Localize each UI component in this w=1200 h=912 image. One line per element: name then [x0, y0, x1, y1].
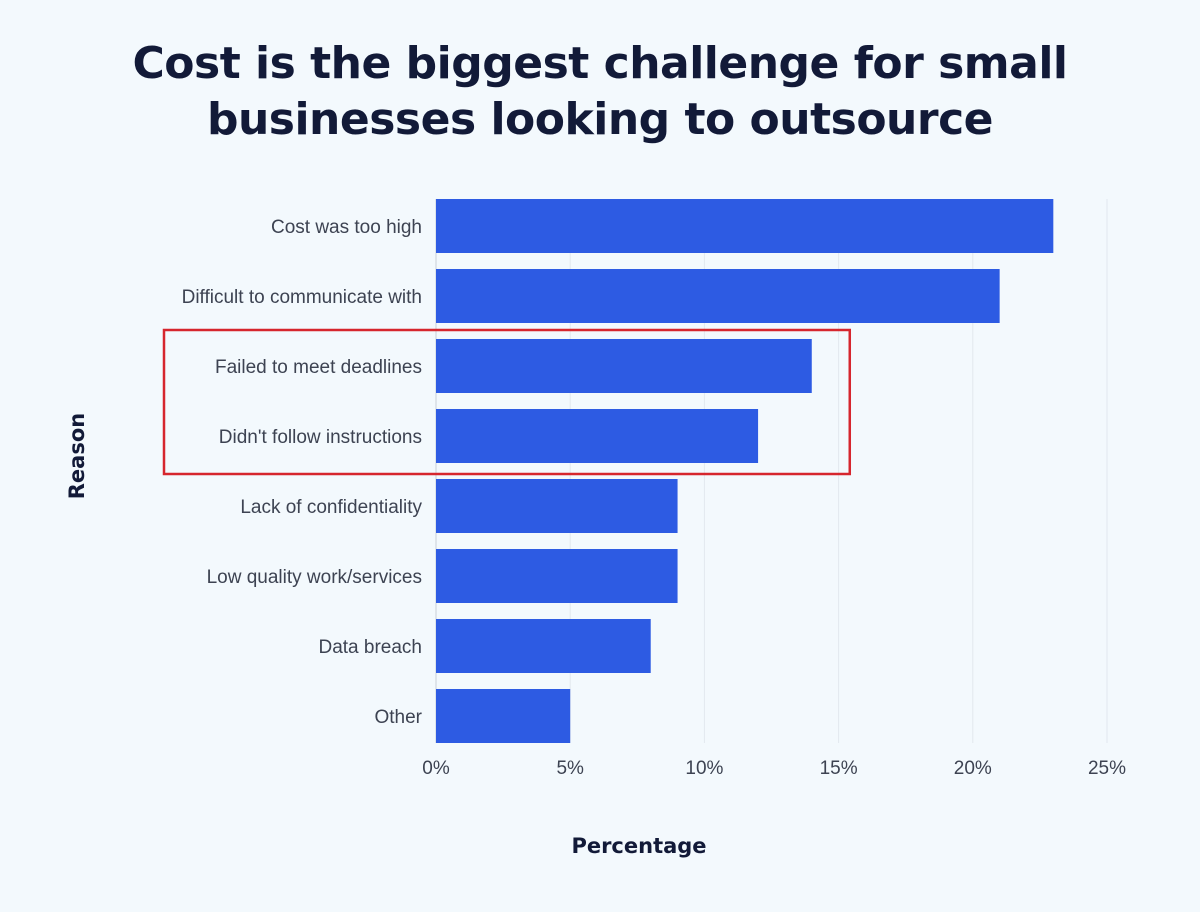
- bars: [436, 199, 1054, 743]
- category-label: Cost was too high: [271, 217, 422, 238]
- category-label: Other: [374, 707, 422, 728]
- bar: [436, 619, 651, 673]
- category-label: Data breach: [318, 637, 422, 658]
- highlight-box: [162, 328, 852, 476]
- category-label: Difficult to communicate with: [182, 287, 422, 308]
- chart-title-line-1: Cost is the biggest challenge for small: [132, 38, 1069, 89]
- x-axis-title: Percentage: [571, 834, 706, 858]
- category-label: Failed to meet deadlines: [215, 357, 422, 378]
- bar: [436, 479, 678, 533]
- category-label: Lack of confidentiality: [240, 497, 422, 518]
- category-labels: Cost was too high Difficult to communicat…: [182, 217, 423, 728]
- y-axis-title: Reason: [65, 413, 89, 499]
- bar: [436, 549, 678, 603]
- bar: [436, 689, 571, 743]
- chart-title: Cost is the biggest challenge for small …: [0, 36, 1200, 148]
- category-label: Didn't follow instructions: [219, 427, 422, 448]
- category-label: Low quality work/services: [207, 567, 422, 588]
- x-tick-label: 5%: [556, 758, 584, 779]
- x-tick-label: 15%: [820, 758, 858, 779]
- x-tick-labels: 0% 5% 10% 15% 20% 25%: [422, 758, 1126, 779]
- x-tick-label: 20%: [954, 758, 992, 779]
- x-tick-label: 25%: [1088, 758, 1126, 779]
- bar: [436, 409, 759, 463]
- bar: [436, 339, 812, 393]
- highlight-box-layer: [162, 328, 852, 476]
- bar: [436, 199, 1054, 253]
- chart-title-line-2: businesses looking to outsource: [206, 94, 994, 145]
- bar: [436, 269, 1000, 323]
- x-tick-label: 10%: [685, 758, 723, 779]
- x-tick-label: 0%: [422, 758, 450, 779]
